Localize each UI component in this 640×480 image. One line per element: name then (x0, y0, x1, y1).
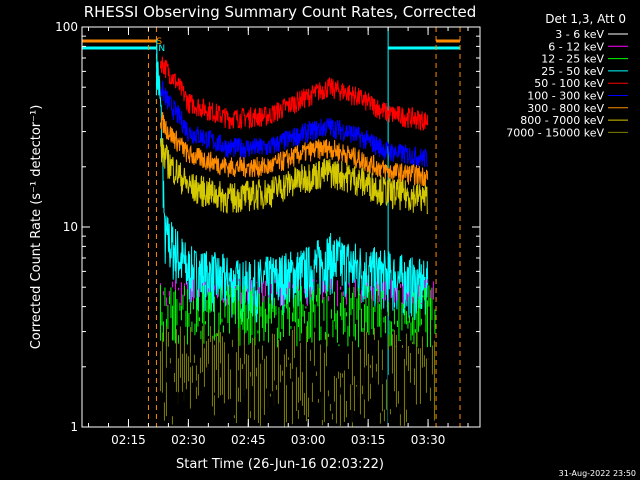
x-axis-label: Start Time (26-Jun-16 02:03:22) (176, 457, 384, 472)
series-line-5 (159, 80, 429, 168)
chart-title: RHESSI Observing Summary Count Rates, Co… (84, 3, 477, 21)
legend-entry-label: 100 - 300 keV (527, 90, 604, 103)
legend-entry-label: 50 - 100 keV (534, 77, 604, 90)
x-tick-label: 03:30 (411, 433, 446, 447)
x-tick-label: 02:15 (111, 433, 146, 447)
legend-entry-label: 12 - 25 keV (541, 53, 604, 66)
flag-marker-n: N (158, 44, 165, 54)
legend-entry-label: 800 - 7000 keV (520, 114, 604, 127)
legend-entry-label: 7000 - 15000 keV (506, 126, 604, 139)
x-tick-label: 03:00 (291, 433, 326, 447)
legend-entry-label: 3 - 6 keV (555, 28, 604, 41)
series-line-6 (159, 111, 429, 187)
legend-entry-label: 300 - 800 keV (527, 102, 604, 115)
series-line-7 (159, 138, 429, 215)
y-tick-label: 10 (63, 220, 78, 234)
flag-marker-s: S (156, 37, 162, 47)
x-tick-label: 03:15 (351, 433, 386, 447)
y-tick-label: 1 (70, 420, 78, 434)
x-tick-label: 02:30 (171, 433, 206, 447)
series-line-3 (155, 39, 429, 323)
y-tick-label: 100 (55, 20, 78, 34)
legend-title: Det 1,3, Att 0 (545, 12, 626, 26)
y-axis: 1 10 100 (55, 20, 480, 434)
x-tick-label: 02:45 (231, 433, 266, 447)
legend-entry-label: 25 - 50 keV (541, 65, 604, 78)
y-axis-label: Corrected Count Rate (s⁻¹ detector⁻¹) (29, 105, 44, 350)
series-line-4 (159, 56, 429, 131)
footer-date: 31-Aug-2022 23:50 (559, 469, 636, 478)
legend-entry-label: 6 - 12 keV (548, 40, 604, 53)
x-axis: 02:15 02:30 02:45 03:00 03:15 03:30 (88, 27, 469, 447)
